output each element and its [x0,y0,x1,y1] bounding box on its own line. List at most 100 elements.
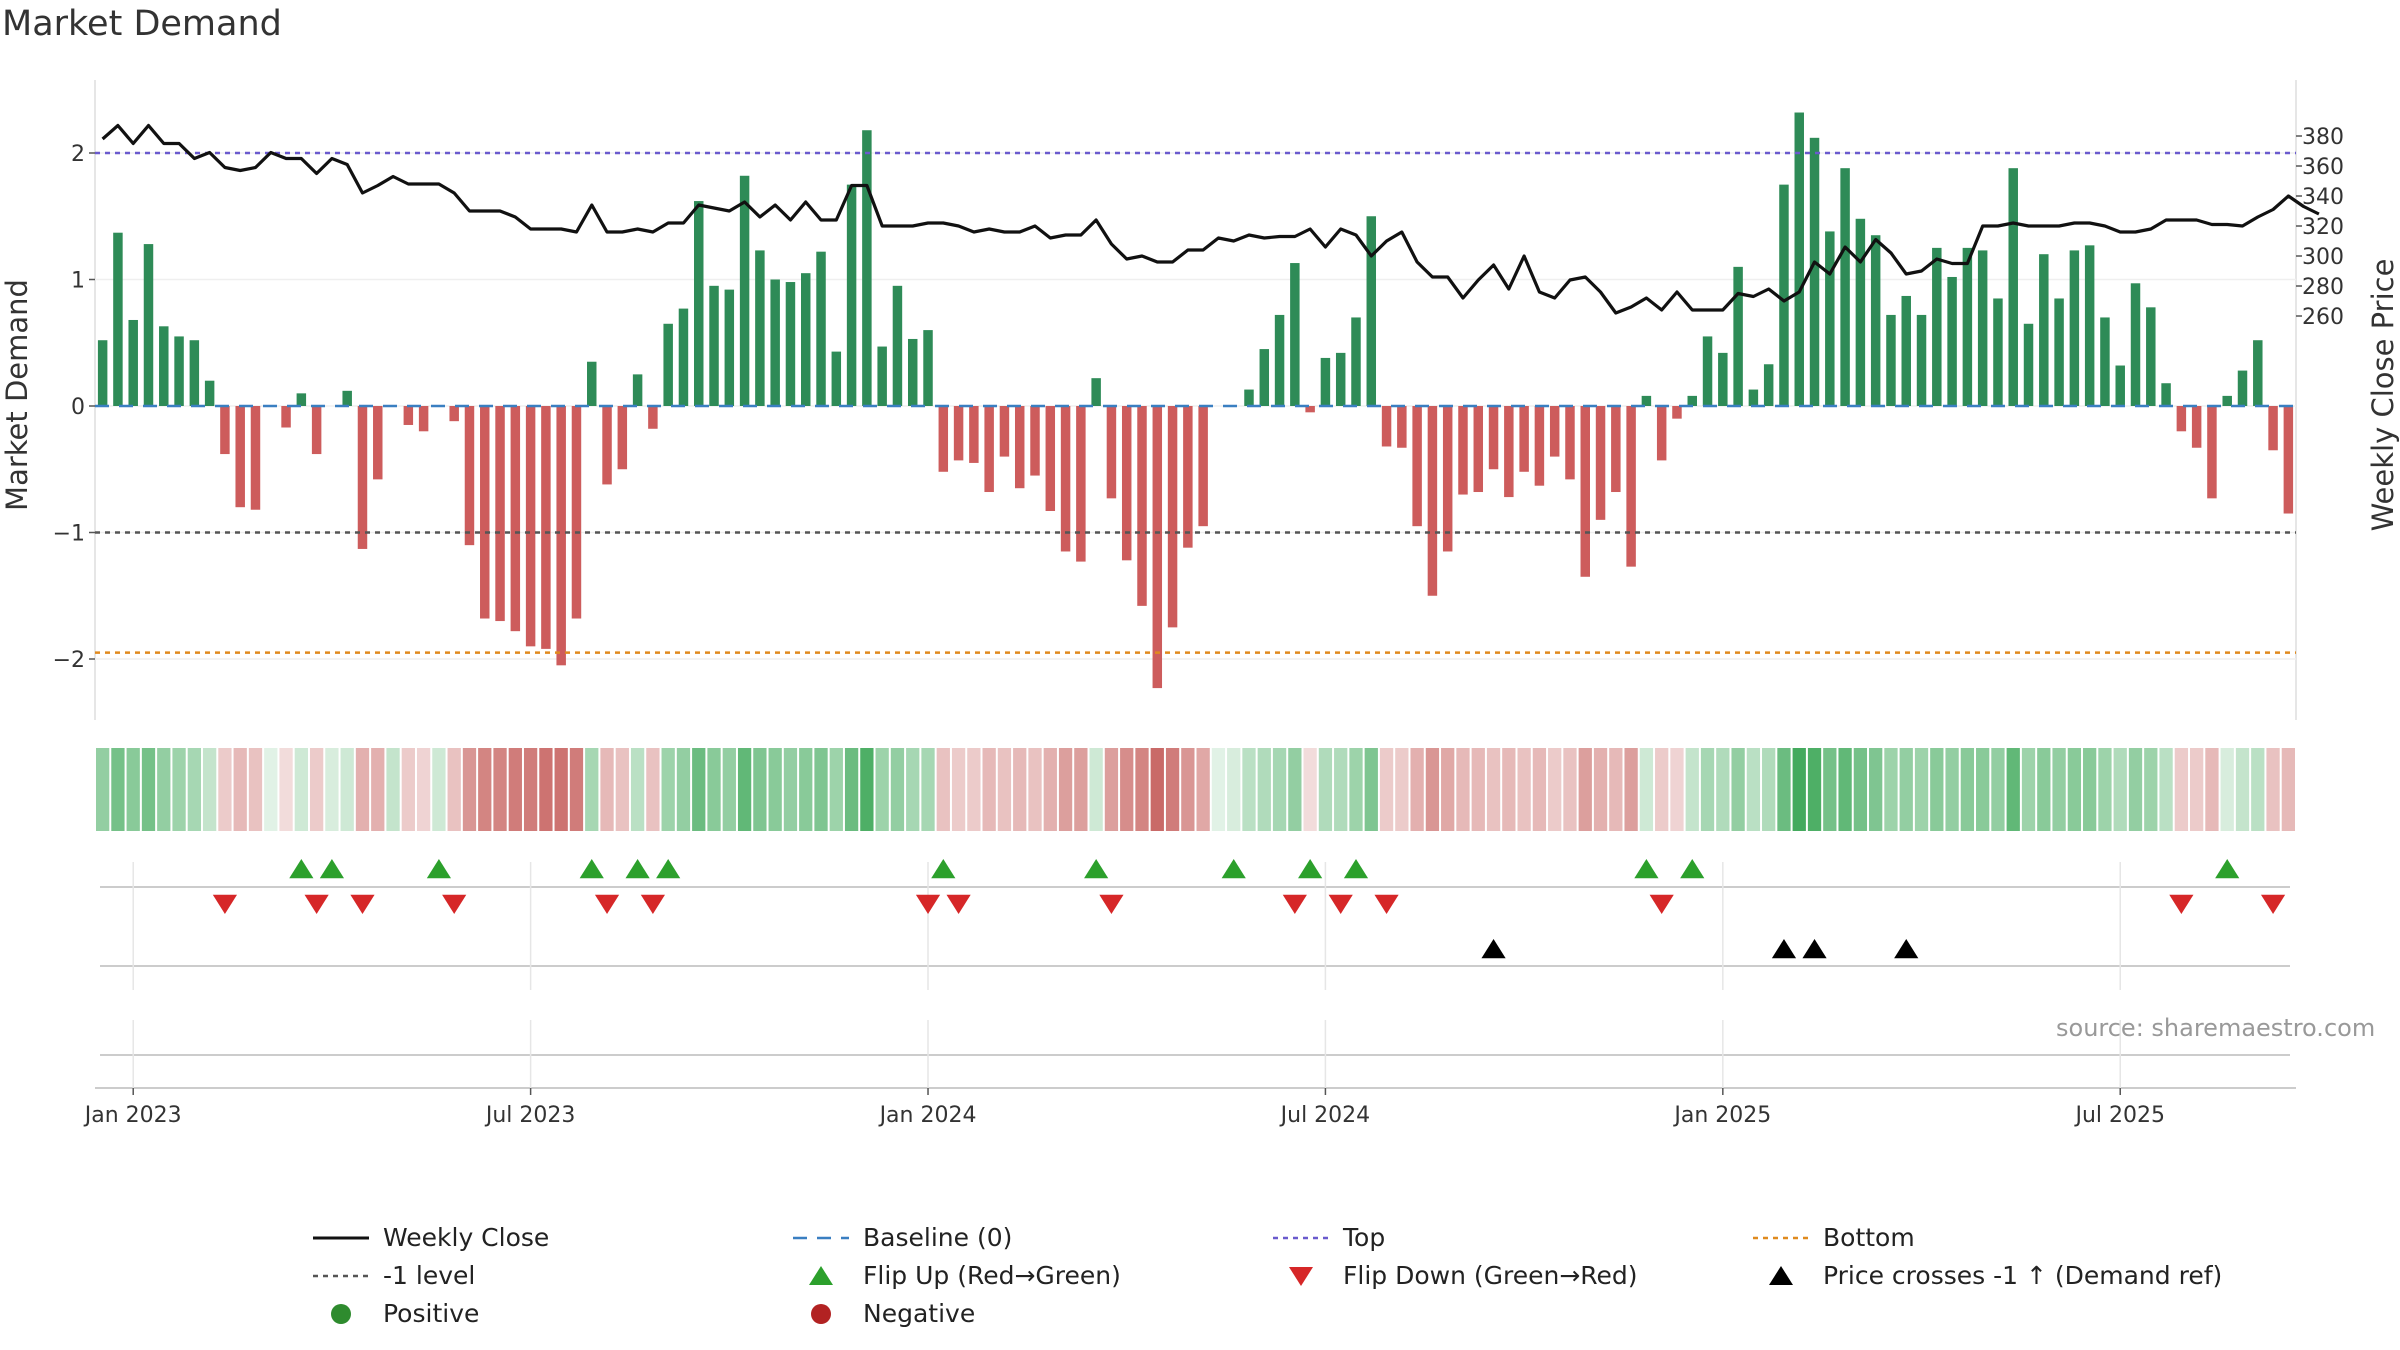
demand-bar [174,336,184,406]
heat-cell [508,748,522,831]
demand-bar [1733,266,1743,406]
y-tick-label: −2 [53,648,85,673]
demand-bar [464,406,475,546]
heat-cell [416,748,431,831]
heat-cell [585,748,599,831]
heat-cell [1425,748,1440,831]
heat-cell [554,748,568,831]
demand-bar [770,279,780,406]
y-tick-label: 0 [71,395,85,420]
heat-cell [1976,748,1990,831]
demand-bar [220,406,230,455]
heat-cell [2021,748,2036,831]
demand-bar [342,390,352,406]
demand-bar [2268,406,2278,451]
heat-cell [1777,748,1791,831]
demand-bar [373,406,383,480]
heat-cell [1013,748,1027,831]
heat-cell [1318,748,1333,831]
heat-cell [1731,748,1745,831]
demand-bar [724,289,735,406]
heat-cell [2159,748,2173,831]
demand-bar [2069,250,2080,406]
demand-bar [1244,389,1254,406]
demand-bar [495,406,505,622]
heat-cell [2098,748,2112,831]
flip-up-marker [656,859,681,879]
source-note: source: sharemaestro.com [2056,1014,2376,1042]
heat-cell [1165,748,1180,831]
demand-bar [235,406,245,508]
heat-cell [2251,748,2265,831]
heat-cell [1746,748,1761,831]
heat-cell [1441,748,1455,831]
heat-cell [1945,748,1959,831]
demand-bar [969,406,979,463]
heat-cell [172,748,186,831]
demand-bar [556,406,566,666]
y2-tick-label: 340 [2302,185,2344,210]
heat-cell [1578,748,1592,831]
heat-cell [2281,748,2295,831]
heat-cell [141,748,156,831]
demand-bar [846,184,857,406]
demand-bar [2130,283,2141,406]
demand-bar [1656,406,1667,461]
y2-axis-label: Weekly Close Price [2366,259,2400,532]
heat-cell [860,748,874,831]
heat-cell [1089,748,1103,831]
heat-cell [462,748,477,831]
heat-cell [936,748,950,831]
heat-cell [1502,748,1516,831]
heat-cell [661,748,675,831]
demand-bar [449,406,459,422]
heat-cell [325,748,339,831]
heat-cell [2174,748,2189,831]
demand-bar [1549,406,1560,457]
heat-cell [1823,748,1837,831]
flip-down-marker [946,894,971,914]
flip-down-marker [304,894,329,914]
demand-bar [1565,406,1575,480]
heat-cell [875,748,889,831]
demand-bar [1030,406,1040,476]
heat-cell [2205,748,2219,831]
demand-bar [1060,406,1071,552]
heat-cell [1991,748,2005,831]
heat-cell [111,748,125,831]
heat-cell [96,748,110,831]
demand-bar [1091,378,1101,406]
flip-up-marker [1634,859,1659,879]
demand-bar [1397,406,1407,448]
heat-cell [1456,748,1470,831]
heat-cell [890,748,905,831]
x-tick-label: Jul 2024 [1279,1103,1371,1128]
heat-cell [1410,748,1424,831]
heat-cell [1028,748,1042,831]
flip-down-marker [212,894,238,914]
heat-cell [1670,748,1684,831]
demand-bar [1916,314,1927,406]
demand-bar [250,406,261,510]
heat-cell [615,748,629,831]
demand-bar [1687,395,1697,406]
heat-cell [783,748,798,831]
heat-cell [279,748,293,831]
heat-cell [844,748,859,831]
demand-bar [1932,247,1942,406]
heat-cell [951,748,966,831]
y2-tick-label: 360 [2302,155,2344,180]
demand-bar [2191,406,2202,448]
demand-bar [571,406,582,619]
demand-bar [541,406,551,649]
heat-cell [1593,748,1608,831]
heat-cell [1685,748,1699,831]
demand-bar [2146,307,2156,406]
demand-bar [1351,317,1361,406]
heat-cell [1884,748,1898,831]
heat-cell [722,748,736,831]
demand-bar [143,244,154,406]
heat-cell [1303,748,1317,831]
flip-up-markers [289,859,2240,879]
